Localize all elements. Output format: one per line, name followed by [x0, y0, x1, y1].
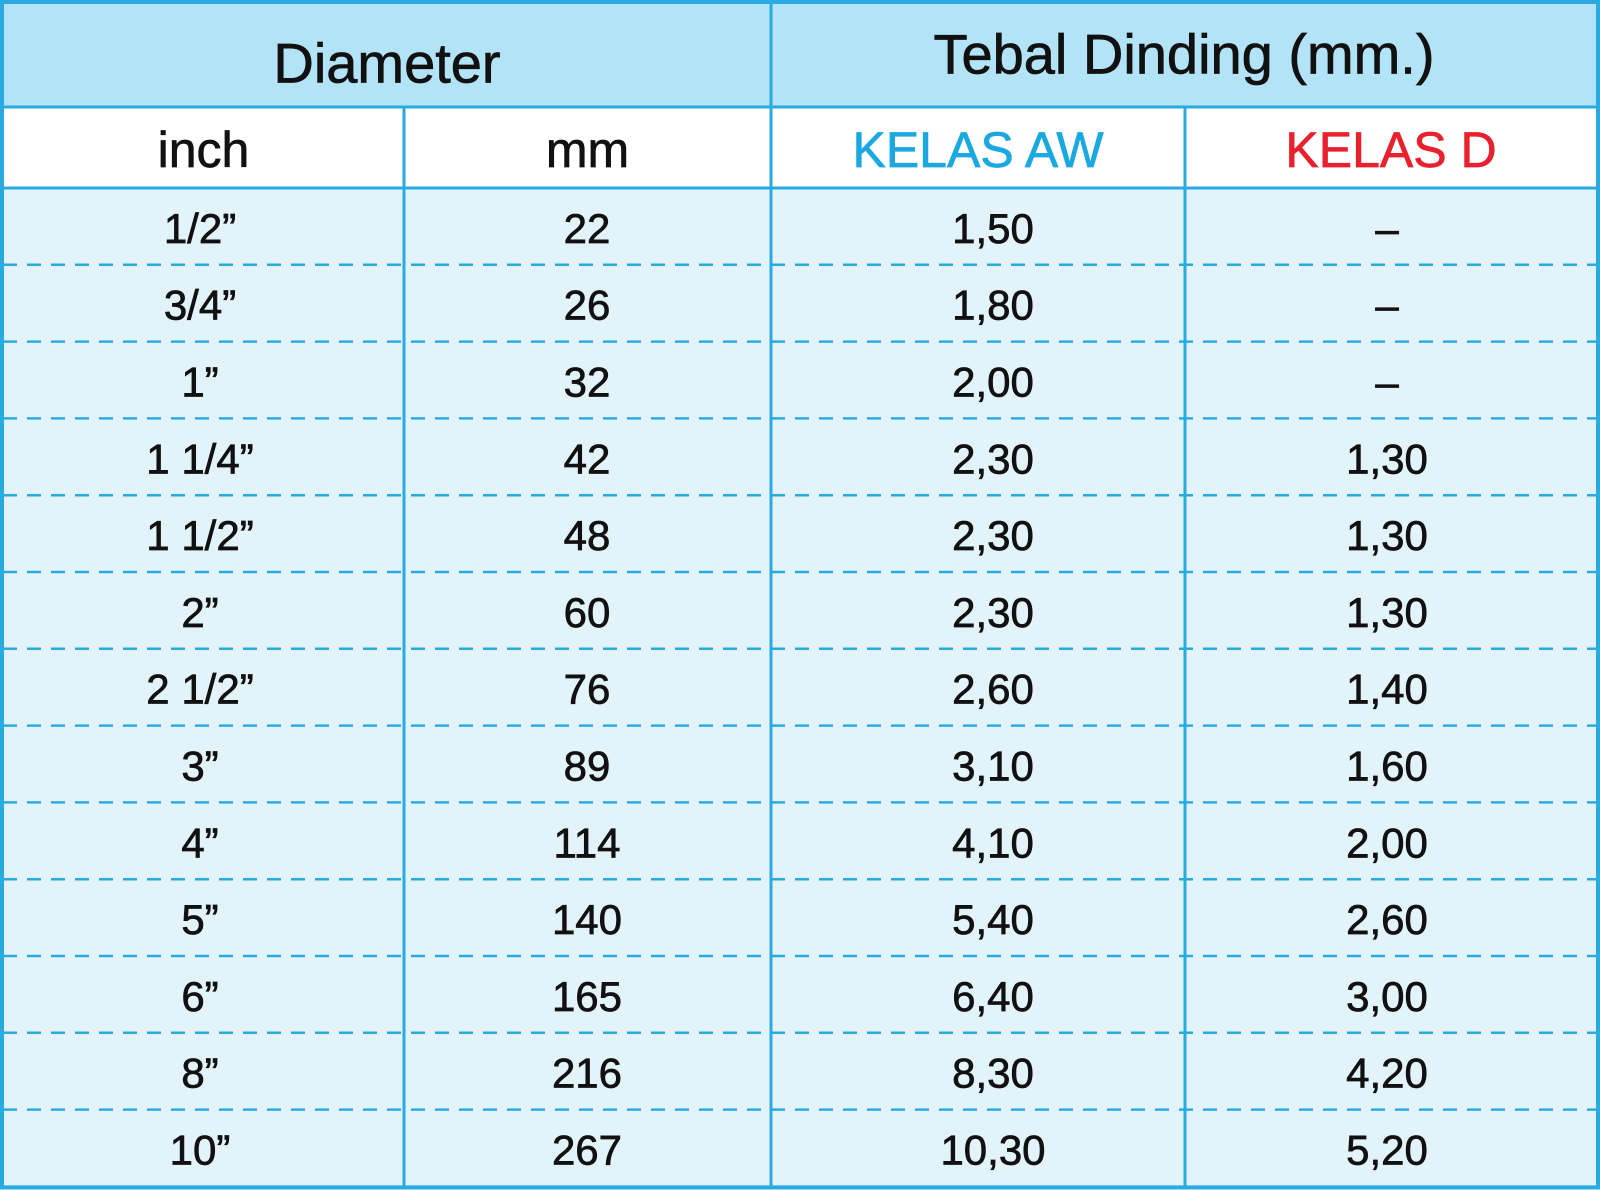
table-cell: 1 1/2”	[146, 512, 253, 559]
table-cell: 1”	[181, 359, 218, 406]
table-cell: 2,60	[1346, 896, 1428, 943]
subheader-cell: mm	[546, 122, 629, 178]
table-cell: 2,00	[952, 359, 1034, 406]
table-cell: 1/2”	[164, 205, 236, 252]
header-cell: Tebal Dinding (mm.)	[933, 23, 1434, 86]
table-cell: 26	[564, 282, 611, 329]
table-cell: 2,30	[952, 435, 1034, 482]
table-cell: 76	[564, 666, 611, 713]
table-cell: 6”	[181, 973, 218, 1020]
table-cell: 140	[552, 896, 622, 943]
table-cell: 1 1/4”	[146, 435, 253, 482]
table-cell: 4,20	[1346, 1050, 1428, 1097]
subheader-background	[3, 107, 1597, 188]
table-cell: 4,10	[952, 819, 1034, 866]
table-cell: 1,40	[1346, 666, 1428, 713]
table-cell: 1,80	[952, 282, 1034, 329]
table-cell: –	[1375, 205, 1399, 252]
table-cell: 5,40	[952, 896, 1034, 943]
subheader-cell: KELAS AW	[852, 122, 1104, 178]
table-cell: 216	[552, 1050, 622, 1097]
table-cell: 10,30	[940, 1127, 1045, 1174]
table-cell: 22	[564, 205, 611, 252]
table-cell: 5”	[181, 896, 218, 943]
table-cell: 1,60	[1346, 743, 1428, 790]
cells: Diameter Tebal Dinding (mm.) inch mm KELAS A…	[146, 22, 1497, 1174]
subheader-cell: inch	[158, 122, 250, 178]
table-cell: 4”	[181, 819, 218, 866]
table-cell: 1,30	[1346, 589, 1428, 636]
table-cell: 89	[564, 743, 611, 790]
table-cell: 5,20	[1346, 1127, 1428, 1174]
header-cell: Diameter	[273, 32, 500, 95]
table-cell: 10”	[170, 1127, 231, 1174]
table-cell: 267	[552, 1127, 622, 1174]
table-cell: 3/4”	[164, 282, 236, 329]
table-cell: 8”	[181, 1050, 218, 1097]
table-cell: 165	[552, 973, 622, 1020]
table-cell: 8,30	[952, 1050, 1034, 1097]
table-cell: 1,30	[1346, 435, 1428, 482]
table-cell: 2,60	[952, 666, 1034, 713]
table-cell: 42	[564, 435, 611, 482]
table-cell: 1,50	[952, 205, 1034, 252]
table-cell: 2,30	[952, 512, 1034, 559]
table-cell: –	[1375, 282, 1399, 329]
table-cell: 114	[554, 819, 621, 866]
table-cell: 2”	[181, 589, 218, 636]
table-cell: 2 1/2”	[146, 666, 253, 713]
table-cell: 1,30	[1346, 512, 1428, 559]
table-cell: 2,00	[1346, 819, 1428, 866]
table-cell: –	[1375, 359, 1399, 406]
table-cell: 48	[564, 512, 611, 559]
subheader-cell: KELAS D	[1285, 122, 1496, 178]
header-background	[3, 3, 1597, 107]
table-cell: 6,40	[952, 973, 1034, 1020]
table-cell: 3,10	[952, 743, 1034, 790]
table-cell: 3,00	[1346, 973, 1428, 1020]
table-cell: 32	[564, 359, 611, 406]
table-cell: 2,30	[952, 589, 1034, 636]
table-cell: 60	[564, 589, 611, 636]
table-cell: 3”	[181, 743, 218, 790]
